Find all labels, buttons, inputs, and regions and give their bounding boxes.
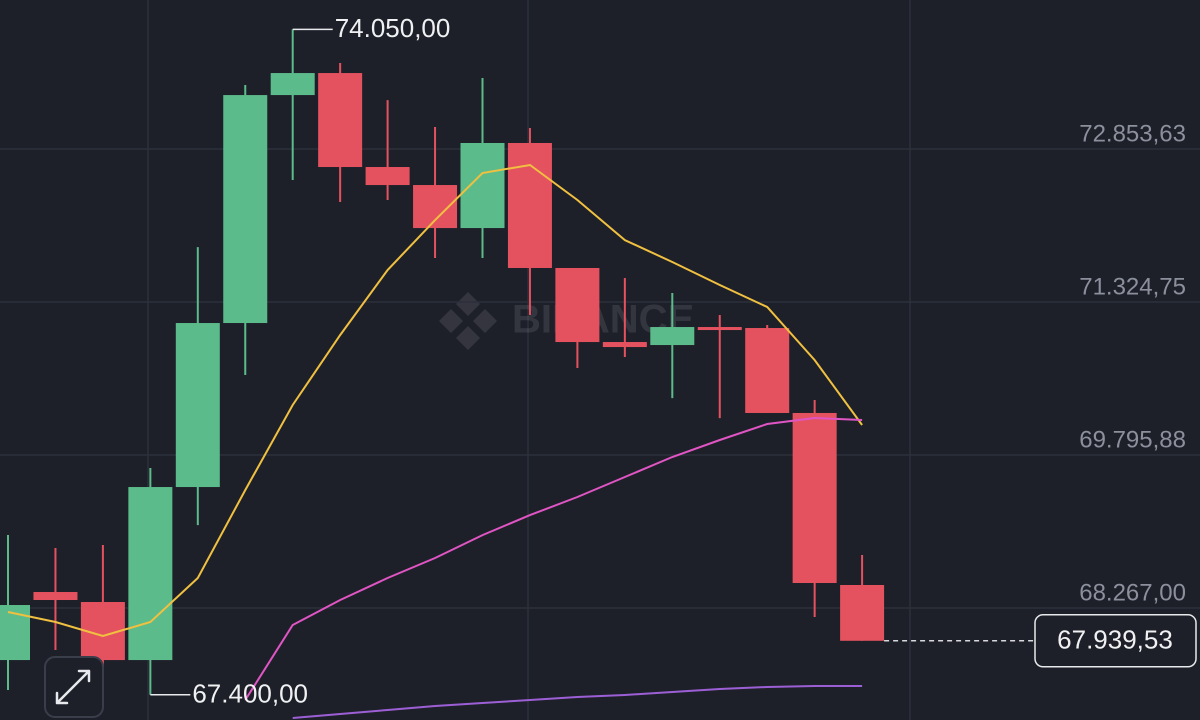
plot [0,29,885,719]
candle-body [650,327,695,346]
watermark: BINANCE [439,292,694,350]
candle-body [745,328,790,413]
candle-body [175,323,220,488]
fullscreen-icon[interactable] [55,669,91,705]
fullscreen-button[interactable] [44,656,104,718]
labels: 68.267,00 69.795,88 71.324,75 72.853,63 74.0… [150,13,1197,709]
y-tick-label: 69.795,88 [1079,426,1186,453]
candle-body [507,142,552,268]
low-marker-label: 67.400,00 [192,679,308,709]
watermark-logo [439,292,497,350]
moving-average-line [7,163,863,638]
y-tick-label: 72.853,63 [1079,120,1186,147]
candle-body [413,185,458,229]
candle-body [555,267,600,343]
last-price-box [1034,614,1197,668]
candle-body [602,342,647,348]
candle-body [128,487,173,661]
candle-body [270,73,315,96]
moving-average-line [244,416,863,701]
candle-body [697,327,742,331]
moving-average-line [292,685,863,719]
candle-body [365,167,410,186]
high-marker-label: 74.050,00 [335,13,451,43]
candle-body [33,592,78,601]
candle-body [460,142,505,229]
candle-body [840,585,885,641]
y-tick-label: 71.324,75 [1079,273,1186,300]
candle-body [318,73,363,168]
last-price-label: 67.939,53 [1057,625,1173,655]
candle-body [223,95,268,324]
candle-body [792,412,837,584]
y-tick-label: 68.267,00 [1079,579,1186,606]
